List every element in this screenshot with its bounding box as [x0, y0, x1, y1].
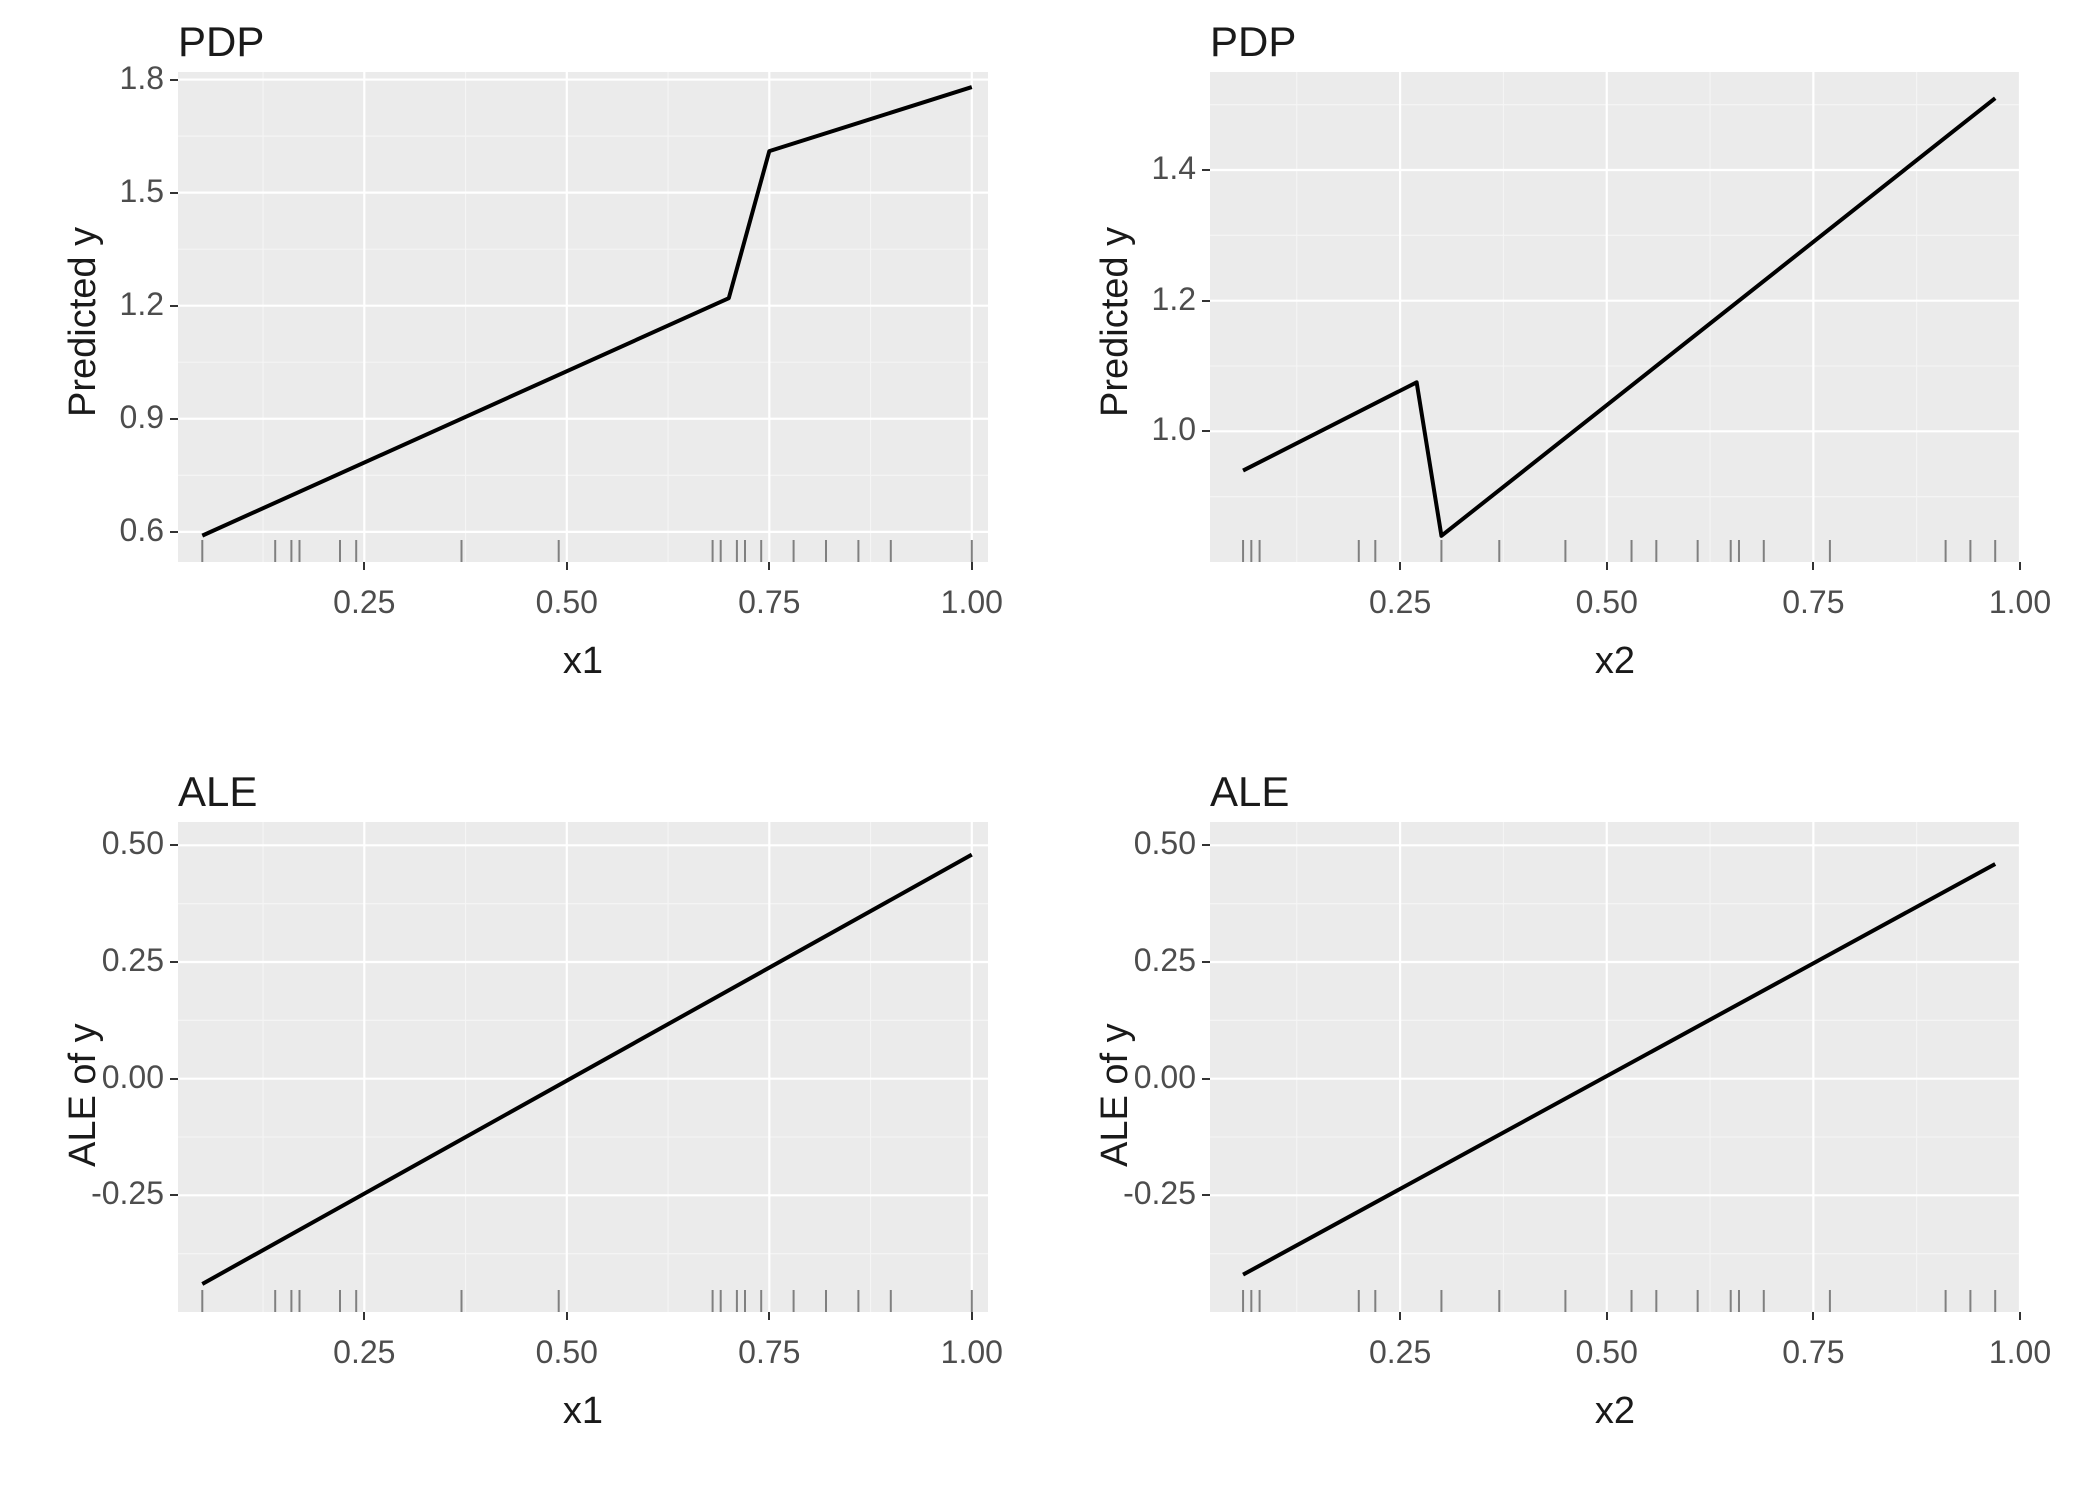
x-tick-label: 1.00 [932, 584, 1012, 621]
x-axis-title: x2 [1210, 1390, 2020, 1433]
x-tick [1399, 562, 1401, 570]
x-tick [1606, 1312, 1608, 1320]
y-tick-label: 0.25 [1100, 942, 1196, 979]
plot-svg [178, 72, 988, 562]
y-tick-label: 0.9 [68, 399, 164, 436]
x-tick [1812, 1312, 1814, 1320]
y-tick-label: 0.00 [1100, 1059, 1196, 1096]
y-tick [170, 531, 178, 533]
x-tick [2019, 1312, 2021, 1320]
y-tick-label: 0.25 [68, 942, 164, 979]
y-tick [1202, 430, 1210, 432]
chart-panel-ale_x1: ALEALE of yx10.250.500.751.00-0.250.000.… [178, 822, 988, 1312]
y-tick-label: -0.25 [1100, 1175, 1196, 1212]
y-tick-label: 1.5 [68, 173, 164, 210]
y-tick [170, 844, 178, 846]
x-tick-label: 0.75 [729, 1334, 809, 1371]
x-tick-label: 0.50 [527, 584, 607, 621]
x-tick [971, 562, 973, 570]
x-tick-label: 0.75 [1773, 1334, 1853, 1371]
plot-svg [1210, 72, 2020, 562]
panel-title: ALE [1210, 768, 1289, 816]
x-tick [1399, 1312, 1401, 1320]
x-tick [768, 562, 770, 570]
x-tick [566, 1312, 568, 1320]
x-tick-label: 1.00 [1980, 1334, 2060, 1371]
y-tick [170, 961, 178, 963]
x-tick-label: 0.75 [1773, 584, 1853, 621]
x-tick [2019, 562, 2021, 570]
y-tick [1202, 300, 1210, 302]
y-tick [1202, 961, 1210, 963]
chart-panel-pdp_x2: PDPPredicted yx20.250.500.751.001.01.21.… [1210, 72, 2020, 562]
y-tick-label: 1.8 [68, 60, 164, 97]
y-tick-label: 0.50 [68, 825, 164, 862]
x-tick-label: 0.25 [324, 584, 404, 621]
y-tick-label: -0.25 [68, 1175, 164, 1212]
x-tick-label: 1.00 [1980, 584, 2060, 621]
x-tick [363, 562, 365, 570]
x-tick-label: 0.50 [1567, 584, 1647, 621]
chart-panel-pdp_x1: PDPPredicted yx10.250.500.751.000.60.91.… [178, 72, 988, 562]
y-tick-label: 0.50 [1100, 825, 1196, 862]
y-tick [1202, 844, 1210, 846]
y-tick-label: 0.6 [68, 512, 164, 549]
panel-title: PDP [1210, 18, 1296, 66]
x-tick-label: 0.50 [1567, 1334, 1647, 1371]
y-tick [170, 192, 178, 194]
x-axis-title: x2 [1210, 640, 2020, 683]
y-tick-label: 1.2 [68, 286, 164, 323]
x-tick-label: 1.00 [932, 1334, 1012, 1371]
x-tick [971, 1312, 973, 1320]
x-axis-title: x1 [178, 640, 988, 683]
chart-panel-ale_x2: ALEALE of yx20.250.500.751.00-0.250.000.… [1210, 822, 2020, 1312]
x-tick-label: 0.25 [324, 1334, 404, 1371]
x-tick-label: 0.75 [729, 584, 809, 621]
x-axis-title: x1 [178, 1390, 988, 1433]
x-tick-label: 0.25 [1360, 1334, 1440, 1371]
x-tick [1812, 562, 1814, 570]
y-tick-label: 0.00 [68, 1059, 164, 1096]
panel-title: PDP [178, 18, 264, 66]
y-tick [1202, 1078, 1210, 1080]
y-tick-label: 1.2 [1100, 281, 1196, 318]
y-tick [170, 418, 178, 420]
x-tick [1606, 562, 1608, 570]
y-tick [1202, 169, 1210, 171]
y-axis-title: Predicted y [1094, 227, 1137, 417]
x-tick [363, 1312, 365, 1320]
y-tick-label: 1.4 [1100, 150, 1196, 187]
x-tick-label: 0.25 [1360, 584, 1440, 621]
plot-svg [178, 822, 988, 1312]
figure-grid: PDP Predicted y x1 0.25 0.50 0.75 1.00 0.6 0.9 1.… [0, 0, 2100, 1500]
plot-svg [1210, 822, 2020, 1312]
y-tick-label: 1.0 [1100, 411, 1196, 448]
y-tick [170, 1194, 178, 1196]
y-tick [170, 1078, 178, 1080]
x-tick [768, 1312, 770, 1320]
y-tick [170, 305, 178, 307]
x-tick [566, 562, 568, 570]
x-tick-label: 0.50 [527, 1334, 607, 1371]
panel-title: ALE [178, 768, 257, 816]
y-tick [1202, 1194, 1210, 1196]
y-tick [170, 79, 178, 81]
